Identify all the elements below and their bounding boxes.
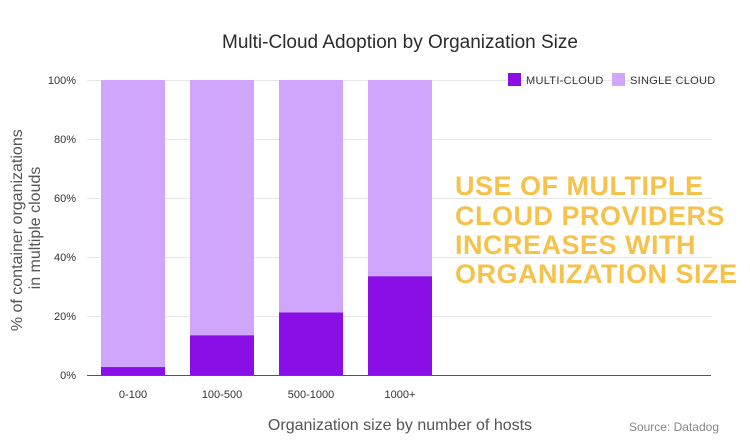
bar-multi-cloud-0-100 — [101, 367, 165, 375]
legend: MULTI-CLOUD SINGLE CLOUD — [508, 73, 716, 87]
bar-single-cloud-0-100 — [101, 80, 165, 368]
legend-swatch-single-cloud — [612, 73, 625, 86]
x-tick-label: 0-100 — [119, 389, 147, 401]
y-tick-label: 80% — [54, 134, 76, 146]
y-tick-label: 100% — [48, 75, 76, 87]
y-tick-label: 0% — [60, 370, 76, 382]
y-axis-ticks: 0% 20% 40% 60% 80% 100% — [48, 75, 76, 382]
callout-annotation: USE OF MULTIPLE CLOUD PROVIDERS INCREASE… — [455, 171, 738, 289]
y-axis-label-line-2: in multiple clouds — [27, 167, 44, 290]
callout-line-4: ORGANIZATION SIZE — [455, 259, 738, 289]
bar-multi-cloud-500-1000 — [279, 312, 343, 375]
legend-label-single-cloud: SINGLE CLOUD — [630, 75, 716, 87]
legend-swatch-multi-cloud — [508, 73, 521, 86]
y-tick-label: 60% — [54, 193, 76, 205]
x-axis-label: Organization size by number of hosts — [268, 417, 532, 434]
legend-label-multi-cloud: MULTI-CLOUD — [526, 75, 604, 87]
x-tick-label: 500-1000 — [288, 389, 335, 401]
callout-line-1: USE OF MULTIPLE — [455, 171, 704, 201]
y-axis-label-line-1: % of container organizations — [9, 129, 26, 331]
y-tick-label: 40% — [54, 252, 76, 264]
callout-line-3: INCREASES WITH — [455, 230, 696, 260]
bars — [101, 80, 432, 375]
callout-line-2: CLOUD PROVIDERS — [455, 201, 725, 231]
bar-multi-cloud-100-500 — [190, 335, 254, 375]
source-note: Source: Datadog — [629, 420, 719, 434]
bar-single-cloud-500-1000 — [279, 80, 343, 313]
bar-single-cloud-1000+ — [368, 80, 432, 277]
x-tick-label: 1000+ — [385, 389, 416, 401]
x-axis-ticks: 0-100 100-500 500-1000 1000+ — [119, 389, 416, 401]
bar-multi-cloud-1000+ — [368, 276, 432, 375]
y-tick-label: 20% — [54, 311, 76, 323]
bar-single-cloud-100-500 — [190, 80, 254, 336]
chart-title: Multi-Cloud Adoption by Organization Siz… — [222, 32, 578, 53]
x-tick-label: 100-500 — [202, 389, 242, 401]
y-axis-label: % of container organizations in multiple… — [9, 125, 44, 331]
